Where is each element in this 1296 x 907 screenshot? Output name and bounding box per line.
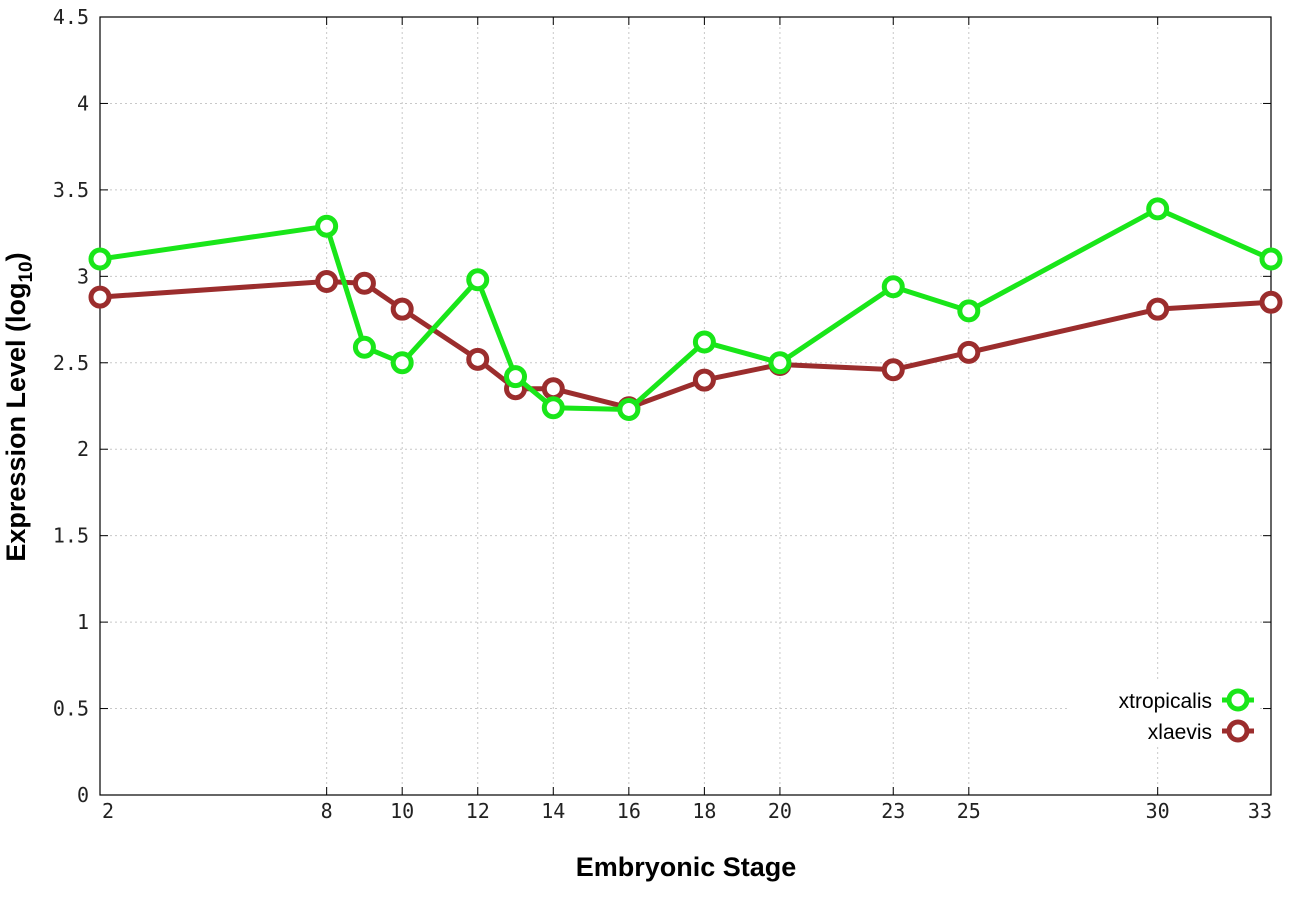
data-point: [88, 285, 112, 309]
x-tick-label: 23: [881, 799, 905, 823]
legend: xtropicalis xlaevis: [1068, 680, 1258, 744]
y-tick-label: 1: [77, 610, 89, 634]
data-point: [352, 271, 376, 295]
x-tick-label: 16: [617, 799, 641, 823]
y-tick-label: 4: [77, 91, 89, 115]
data-point: [504, 365, 528, 389]
x-tick-label: 2: [102, 799, 114, 823]
series-xtropicalis: [88, 197, 1283, 421]
y-axis-title: Expression Level (log10): [1, 252, 37, 561]
legend-swatch-marker: [1226, 719, 1250, 743]
x-tick-label: 20: [768, 799, 792, 823]
x-axis-ticks: 2 8 10 12 14 16 18 20 23 25 30 33: [99, 17, 1272, 823]
legend-swatch-marker: [1226, 688, 1250, 712]
data-point: [315, 214, 339, 238]
data-point: [881, 275, 905, 299]
data-point: [466, 268, 490, 292]
data-point: [1146, 297, 1170, 321]
y-tick-label: 0: [77, 783, 89, 807]
data-point: [541, 396, 565, 420]
x-axis-title: Embryonic Stage: [576, 852, 797, 882]
series-xlaevis: [88, 270, 1283, 420]
series-line: [99, 206, 1273, 412]
data-point: [957, 299, 981, 323]
series-line: [99, 279, 1272, 411]
x-tick-label: 14: [541, 799, 565, 823]
grid-lines: [100, 17, 1271, 795]
data-point: [390, 351, 414, 375]
x-tick-label: 25: [957, 799, 981, 823]
y-tick-label: 2.5: [53, 351, 89, 375]
x-tick-label: 8: [321, 799, 333, 823]
plot-frame: [99, 16, 1272, 796]
data-point: [390, 297, 414, 321]
data-point: [692, 330, 716, 354]
y-axis-title-subscript: 10: [16, 261, 37, 282]
y-axis-title-main: Expression Level (log: [1, 283, 31, 562]
series-layer: [88, 197, 1283, 421]
data-point: [315, 270, 339, 294]
data-point: [957, 340, 981, 364]
data-point: [881, 358, 905, 382]
legend-label-xlaevis: xlaevis: [1148, 721, 1212, 744]
x-tick-label: 33: [1248, 799, 1272, 823]
x-tick-label: 18: [692, 799, 716, 823]
x-tick-label: 30: [1146, 799, 1170, 823]
y-axis-title-close: ): [1, 252, 31, 261]
x-tick-label: 12: [466, 799, 490, 823]
data-point: [617, 397, 641, 421]
y-tick-label: 3: [77, 264, 89, 288]
data-point: [1259, 247, 1283, 271]
data-point: [88, 247, 112, 271]
data-point: [1259, 290, 1283, 314]
y-tick-label: 2: [77, 437, 89, 461]
data-point: [1146, 197, 1170, 221]
legend-label-xtropicalis: xtropicalis: [1119, 690, 1212, 713]
y-tick-label: 1.5: [53, 524, 89, 548]
y-tick-label: 3.5: [53, 178, 89, 202]
y-tick-label: 0.5: [53, 697, 89, 721]
data-point: [352, 335, 376, 359]
y-axis-ticks: 0 0.5 1 1.5 2 2.5 3 3.5 4 4.5: [53, 5, 1271, 807]
x-tick-label: 10: [390, 799, 414, 823]
data-point: [768, 351, 792, 375]
y-tick-label: 4.5: [53, 5, 89, 29]
data-point: [466, 347, 490, 371]
data-point: [692, 368, 716, 392]
data-point: [541, 377, 565, 401]
